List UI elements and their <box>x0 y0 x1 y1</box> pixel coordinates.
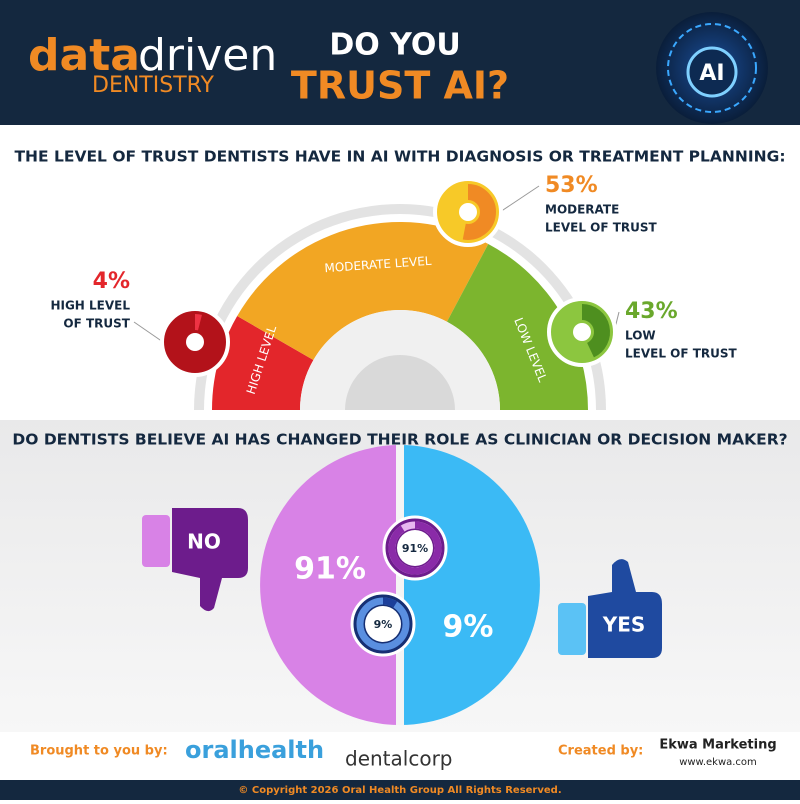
thumb-up <box>588 559 662 658</box>
title: TRUST AI? <box>291 64 509 108</box>
ring-value <box>194 314 202 331</box>
big-percent: 91% <box>294 552 366 587</box>
trust-label: LOW <box>625 329 656 343</box>
creator: Ekwa Marketing <box>659 738 776 753</box>
sponsor: dentalcorp <box>345 747 452 771</box>
donut-label: 91% <box>402 542 428 555</box>
big-percent: 9% <box>443 610 494 645</box>
half-yes <box>400 445 540 725</box>
sponsor: oralhealth <box>185 736 324 764</box>
ai-core <box>686 46 738 98</box>
donut-center <box>397 530 433 566</box>
connector <box>499 185 540 213</box>
copyright-bg <box>0 780 800 800</box>
title: DO YOU <box>329 28 460 63</box>
creator-url: www.ekwa.com <box>679 757 757 768</box>
trust-label: HIGH LEVEL <box>50 299 130 313</box>
logo: data <box>28 30 140 81</box>
percent: 43% <box>625 299 678 324</box>
copyright: © Copyright 2026 Oral Health Group All R… <box>238 785 561 796</box>
section-heading: DO DENTISTS BELIEVE AI HAS CHANGED THEIR… <box>12 431 787 449</box>
percent: 53% <box>545 173 598 198</box>
no-label: NO <box>187 530 221 554</box>
gauge-segment <box>446 244 588 410</box>
bubble-center <box>459 203 477 221</box>
trust-label: LEVEL OF TRUST <box>545 221 658 235</box>
thumb-cuff <box>142 515 170 567</box>
trust-label: OF TRUST <box>63 317 130 331</box>
footer-label: Brought to you by: <box>30 744 168 759</box>
half-no <box>260 445 400 725</box>
trust-label: LEVEL OF TRUST <box>625 347 738 361</box>
connector <box>133 321 164 343</box>
trust-label: MODERATE <box>545 203 619 217</box>
thumb-cuff <box>558 603 586 655</box>
ring-value <box>382 597 398 608</box>
logo: driven <box>138 30 277 81</box>
gauge-segment <box>212 316 314 410</box>
logo: DENTISTRY <box>92 73 215 98</box>
bubble-center <box>186 333 204 351</box>
donut-label: 9% <box>374 618 393 631</box>
ai-badge: AI <box>699 61 724 86</box>
section-heading: THE LEVEL OF TRUST DENTISTS HAVE IN AI W… <box>14 148 785 166</box>
ai-ring <box>667 23 757 113</box>
divider <box>396 445 404 725</box>
gauge-hub <box>345 355 455 410</box>
yes-label: YES <box>602 613 646 637</box>
gauge-segment <box>237 222 489 360</box>
bubble-center <box>573 323 591 341</box>
donut-center <box>365 606 401 642</box>
thumb-down <box>172 508 248 612</box>
footer-label: Created by: <box>558 744 643 759</box>
ring-value <box>462 184 496 240</box>
footer-bg <box>0 732 800 780</box>
ring-value <box>581 304 610 358</box>
ring-value <box>388 521 442 575</box>
percent: 4% <box>93 269 130 294</box>
